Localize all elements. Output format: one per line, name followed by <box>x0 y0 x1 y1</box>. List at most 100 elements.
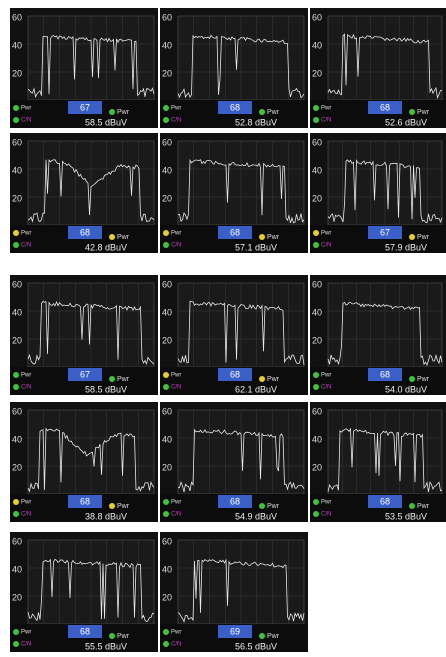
axis-label: 20 <box>12 335 22 345</box>
status-dot <box>13 242 19 248</box>
channel-number: 68 <box>380 496 390 506</box>
panel-svg: 604020PwrC/N68Pwr54.0 dBuV <box>310 275 446 395</box>
status-dot <box>409 503 415 509</box>
pwr-label: Pwr <box>21 373 31 379</box>
panel-svg: 604020PwrC/N68Pwr52.6 dBuV <box>310 8 446 128</box>
channel-number: 68 <box>80 496 90 506</box>
pwr-label: Pwr <box>171 106 181 112</box>
status-dot <box>13 117 19 123</box>
axis-label: 60 <box>312 137 322 147</box>
status-dot <box>13 641 19 647</box>
pwr-label: Pwr <box>171 373 181 379</box>
cn-label: C/N <box>321 243 331 249</box>
axis-label: 40 <box>162 307 172 317</box>
axis-label: 60 <box>12 536 22 546</box>
pwr-label: Pwr <box>117 376 130 383</box>
status-dot <box>163 641 169 647</box>
axis-label: 20 <box>162 462 172 472</box>
pwr-label: Pwr <box>117 109 130 116</box>
status-dot <box>13 499 19 505</box>
status-dot <box>13 230 19 236</box>
status-dot <box>163 499 169 505</box>
spectrum-panel: 604020PwrC/N68Pwr53.5 dBuV <box>310 402 446 522</box>
status-dot <box>13 384 19 390</box>
status-dot <box>313 105 319 111</box>
axis-label: 20 <box>162 335 172 345</box>
cn-label: C/N <box>21 385 31 391</box>
pwr-label: Pwr <box>321 500 331 506</box>
power-value: 42.8 dBuV <box>85 242 127 252</box>
cn-label: C/N <box>21 243 31 249</box>
pwr-label: Pwr <box>117 503 130 510</box>
axis-label: 60 <box>162 279 172 289</box>
axis-label: 60 <box>162 12 172 22</box>
axis-label: 40 <box>312 307 322 317</box>
axis-label: 20 <box>12 68 22 78</box>
axis-label: 40 <box>162 564 172 574</box>
pwr-label: Pwr <box>171 500 181 506</box>
status-dot <box>313 511 319 517</box>
status-dot <box>13 105 19 111</box>
status-dot <box>313 242 319 248</box>
pwr-label: Pwr <box>321 106 331 112</box>
channel-number: 68 <box>380 102 390 112</box>
channel-number: 68 <box>80 626 90 636</box>
cn-label: C/N <box>21 118 31 124</box>
status-dot <box>163 511 169 517</box>
power-value: 38.8 dBuV <box>85 511 127 521</box>
panel-svg: 604020PwrC/N68Pwr55.5 dBuV <box>10 532 158 652</box>
axis-label: 40 <box>312 165 322 175</box>
pwr-label: Pwr <box>267 503 280 510</box>
status-dot <box>259 376 265 382</box>
cn-label: C/N <box>171 118 181 124</box>
pwr-label: Pwr <box>21 500 31 506</box>
panel-svg: 604020PwrC/N68Pwr62.1 dBuV <box>160 275 308 395</box>
pwr-label: Pwr <box>267 234 280 241</box>
cn-label: C/N <box>171 512 181 518</box>
pwr-label: Pwr <box>117 234 130 241</box>
pwr-label: Pwr <box>417 234 430 241</box>
power-value: 57.9 dBuV <box>385 242 427 252</box>
cn-label: C/N <box>171 642 181 648</box>
status-dot <box>163 242 169 248</box>
pwr-label: Pwr <box>267 633 280 640</box>
axis-label: 20 <box>12 193 22 203</box>
cn-label: C/N <box>321 512 331 518</box>
status-dot <box>409 109 415 115</box>
axis-label: 60 <box>312 406 322 416</box>
pwr-label: Pwr <box>117 633 130 640</box>
status-dot <box>13 511 19 517</box>
cn-label: C/N <box>21 642 31 648</box>
axis-label: 60 <box>12 12 22 22</box>
spectrum-panel: 604020PwrC/N68Pwr52.8 dBuV <box>160 8 308 128</box>
pwr-label: Pwr <box>21 231 31 237</box>
axis-label: 40 <box>312 40 322 50</box>
panel-svg: 604020PwrC/N67Pwr58.5 dBuV <box>10 275 158 395</box>
channel-number: 68 <box>80 227 90 237</box>
power-value: 62.1 dBuV <box>235 384 277 394</box>
status-dot <box>163 372 169 378</box>
channel-number: 67 <box>80 369 90 379</box>
axis-label: 20 <box>162 592 172 602</box>
status-dot <box>163 230 169 236</box>
axis-label: 40 <box>162 165 172 175</box>
spectrum-panel: 604020PwrC/N67Pwr57.9 dBuV <box>310 133 446 253</box>
status-dot <box>313 384 319 390</box>
power-value: 54.9 dBuV <box>235 511 277 521</box>
power-value: 55.5 dBuV <box>85 641 127 651</box>
cn-label: C/N <box>321 118 331 124</box>
axis-label: 40 <box>162 40 172 50</box>
channel-number: 68 <box>230 102 240 112</box>
axis-label: 60 <box>12 279 22 289</box>
power-value: 52.6 dBuV <box>385 117 427 127</box>
channel-number: 68 <box>380 369 390 379</box>
